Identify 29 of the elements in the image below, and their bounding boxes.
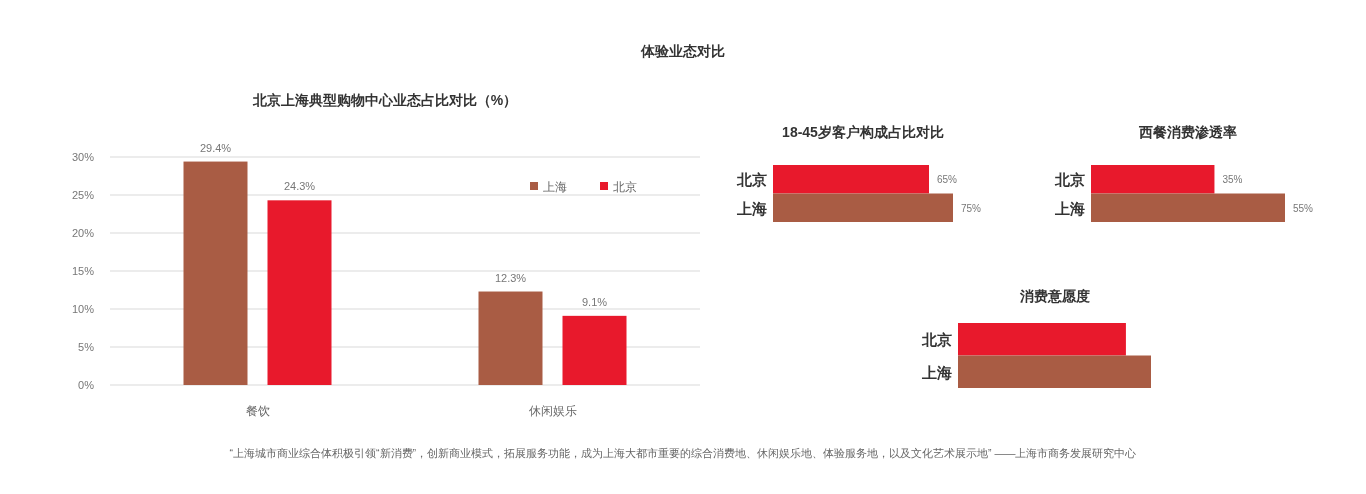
bar [183, 161, 248, 385]
y-tick-label: 0% [78, 379, 95, 391]
bar [267, 200, 332, 385]
data-label: 24.3% [283, 180, 316, 193]
data-label: 65% [937, 174, 958, 186]
data-label: 12.3% [494, 271, 527, 284]
data-label: 29.4% [199, 141, 232, 154]
y-tick-label: 20% [71, 227, 95, 239]
x-tick-label: 休闲娱乐 [528, 404, 577, 418]
y-tick-label: 5% [78, 341, 95, 353]
legend-label: 北京 [613, 180, 637, 194]
chart-title: 消费意愿度 [1018, 288, 1090, 304]
legend-label: 上海 [543, 180, 567, 194]
data-label: 35% [1222, 174, 1243, 186]
data-label: 75% [961, 202, 982, 214]
y-tick-label: 15% [71, 265, 95, 277]
y-tick-label: 10% [71, 303, 95, 315]
chart-title: 北京上海典型购物中心业态占比对比（%） [251, 92, 518, 108]
text: “上海城市商业综合体积极引领“新消费”，创新商业模式，拓展服务功能，成为上海大都市重要的综合消费地、休闲娱乐地、体验服务地，以及文化艺术展示地” ——上海市商务发展研究中心 [229, 447, 1137, 459]
bar [478, 291, 543, 385]
x-tick-label: 餐饮 [245, 404, 270, 418]
chart-title: 西餐消费渗透率 [1138, 124, 1237, 140]
chart-title: 18-45岁客户构成占比对比 [782, 124, 944, 140]
data-label: 55% [1293, 202, 1314, 214]
y-tick-label: 25% [71, 189, 95, 201]
bar [562, 315, 627, 385]
data-label: 9.1% [581, 295, 608, 308]
text: 体验业态对比 [640, 43, 725, 59]
y-tick-label: 30% [71, 151, 95, 163]
